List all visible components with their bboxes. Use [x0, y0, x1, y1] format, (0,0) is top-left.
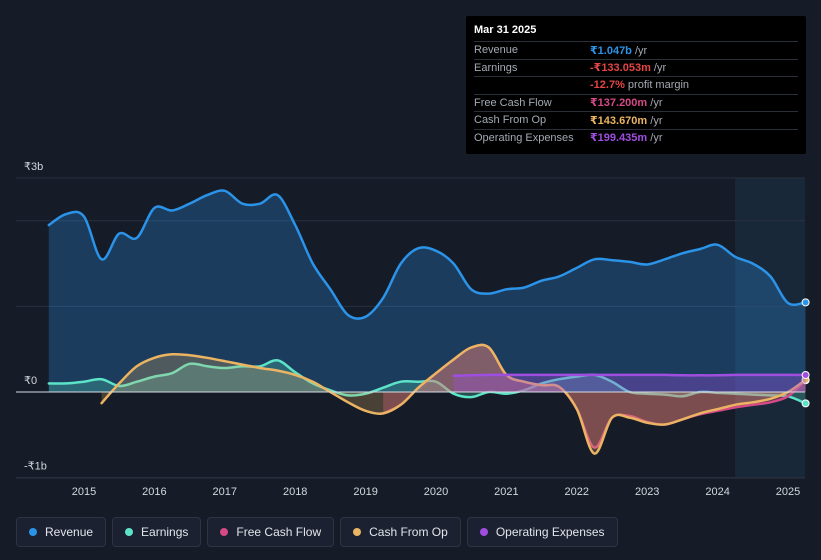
operating-expenses-area [453, 374, 806, 392]
revenue-series [47, 189, 810, 392]
legend-label: Revenue [45, 525, 94, 539]
forecast-region [735, 178, 805, 478]
x-tick-label-2024: 2024 [705, 486, 729, 498]
y-tick-label-0: ₹3b [24, 161, 43, 173]
tooltip-row: Free Cash Flow ₹137.200m /yr [474, 93, 798, 112]
x-tick-label-2022: 2022 [565, 486, 589, 498]
legend-dot-icon [220, 528, 229, 536]
x-tick-label-2021: 2021 [494, 486, 518, 498]
x-tick-label-2023: 2023 [635, 486, 659, 498]
y-tick-label-1: ₹0 [24, 375, 37, 387]
legend-label: Free Cash Flow [236, 525, 322, 539]
tooltip-label: Earnings [474, 61, 518, 74]
tooltip-value: ₹199.435m /yr [590, 132, 663, 145]
tooltip-value: -₹133.053m /yr [590, 62, 667, 75]
tooltip-unit: /yr [647, 97, 663, 110]
x-tick-label-2025: 2025 [776, 486, 800, 498]
tooltip-row: Revenue ₹1.047b /yr [474, 41, 798, 59]
tooltip-unit: /yr [647, 132, 663, 145]
y-tick-label-2: -₹1b [24, 461, 47, 473]
legend-item-earnings[interactable]: Earnings [112, 517, 202, 547]
revenue-end-point [801, 298, 810, 307]
tooltip-value: ₹1.047b /yr [590, 44, 648, 57]
cash-from-op-line [100, 343, 807, 455]
legend-dot-icon [353, 528, 362, 536]
x-tick-label-2017: 2017 [213, 486, 237, 498]
tooltip-value: ₹137.200m /yr [590, 97, 663, 110]
legend-label: Earnings [141, 525, 189, 539]
x-tick-label-2020: 2020 [424, 486, 448, 498]
tooltip-label: Revenue [474, 44, 519, 57]
legend-label: Cash From Op [369, 525, 448, 539]
legend-item-cash-from-op[interactable]: Cash From Op [340, 517, 461, 547]
operating-expenses-line [452, 373, 807, 377]
x-tick-label-2016: 2016 [142, 486, 166, 498]
tooltip-row: Cash From Op ₹143.670m /yr [474, 111, 798, 129]
operating-expenses-series [452, 370, 810, 392]
tooltip: Mar 31 2025 Revenue ₹1.047b /yr Earnings -₹… [466, 16, 806, 154]
tooltip-unit: /yr [647, 114, 663, 127]
tooltip-label: Free Cash Flow [474, 96, 552, 109]
tooltip-rows: Revenue ₹1.047b /yr Earnings -₹133.053m /yr… [474, 41, 798, 146]
tooltip-value: ₹143.670m /yr [590, 114, 663, 127]
legend-dot-icon [125, 528, 134, 536]
tooltip-unit: /yr [631, 44, 648, 57]
tooltip-row: Earnings -₹133.053m /yr [474, 58, 798, 77]
legend-item-operating-expenses[interactable]: Operating Expenses [466, 517, 618, 547]
x-axis: 2015 2016 2017 2018 2019 2020 2021 2022 2023 2024… [72, 486, 800, 498]
operating-expenses-end-point [801, 370, 810, 379]
tooltip-row: -12.7% profit margin [474, 76, 798, 94]
legend-label: Operating Expenses [495, 525, 605, 539]
tooltip-label: Cash From Op [474, 114, 547, 127]
tooltip-unit: /yr [650, 62, 667, 75]
legend-item-free-cash-flow[interactable]: Free Cash Flow [207, 517, 335, 547]
legend-dot-icon [29, 528, 37, 536]
tooltip-date: Mar 31 2025 [474, 24, 537, 36]
series-layer [16, 189, 810, 455]
legend-item-revenue[interactable]: Revenue [16, 517, 107, 547]
x-tick-label-2015: 2015 [72, 486, 96, 498]
x-tick-label-2018: 2018 [283, 486, 307, 498]
y-axis: ₹3b ₹0 -₹1b [24, 161, 47, 473]
revenue-line [47, 189, 807, 320]
earnings-end-point [801, 399, 810, 408]
x-tick-label-2019: 2019 [353, 486, 377, 498]
tooltip-value: -12.7% profit margin [590, 79, 690, 92]
free-cash-flow-area [383, 344, 806, 448]
revenue-area [48, 190, 806, 392]
legend: Revenue Earnings Free Cash Flow Cash From O… [16, 517, 618, 547]
cash-from-op-area [101, 344, 806, 454]
tooltip-label: Operating Expenses [474, 131, 574, 144]
legend-dot-icon [479, 528, 488, 536]
tooltip-unit: profit margin [624, 79, 690, 92]
tooltip-row: Operating Expenses ₹199.435m /yr [474, 128, 798, 147]
